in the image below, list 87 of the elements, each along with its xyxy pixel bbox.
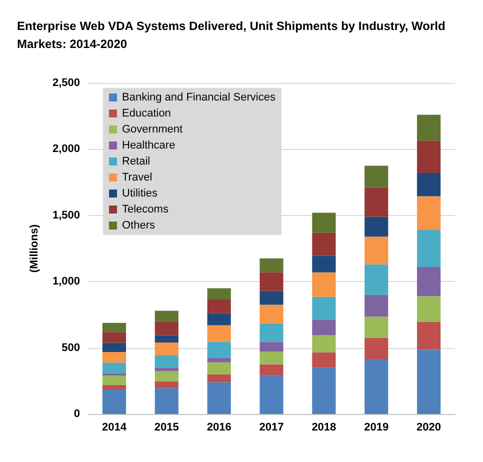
y-tick-label: 2,500 xyxy=(52,77,80,89)
legend-label: Banking and Financial Services xyxy=(122,92,276,104)
bar xyxy=(416,267,441,296)
y-tick-label: 0 xyxy=(74,408,80,420)
x-tick-label: 2018 xyxy=(312,422,336,434)
x-tick-label: 2015 xyxy=(154,422,179,434)
legend-label: Travel xyxy=(122,172,152,184)
legend-label: Healthcare xyxy=(122,140,176,152)
bar xyxy=(207,374,231,382)
bar xyxy=(102,332,126,343)
bar xyxy=(154,335,178,343)
bar xyxy=(416,322,441,350)
bar xyxy=(260,272,284,291)
bar xyxy=(207,313,231,326)
legend-label: Retail xyxy=(122,156,150,168)
bar xyxy=(364,294,388,317)
bar xyxy=(260,342,284,352)
bar xyxy=(260,304,284,324)
bar xyxy=(102,373,126,376)
bar xyxy=(312,368,336,414)
bar xyxy=(102,352,126,363)
bar xyxy=(260,352,284,364)
bar xyxy=(207,358,231,362)
bar xyxy=(154,342,178,356)
chart-title: Enterprise Web VDA Systems Delivered, Unit Shipments by Industry, World Markets: 2014-2020 xyxy=(17,19,449,51)
y-axis-title: (Millions) xyxy=(28,224,40,273)
legend-label: Utilities xyxy=(122,188,158,200)
legend-label: Education xyxy=(122,108,171,120)
bar xyxy=(102,362,126,374)
bar xyxy=(102,342,126,352)
bar xyxy=(364,338,388,360)
bar xyxy=(154,310,178,322)
bar xyxy=(207,299,231,314)
bar xyxy=(416,114,441,141)
bar xyxy=(207,325,231,342)
bar xyxy=(312,272,336,297)
bar xyxy=(154,321,178,336)
legend-label: Telecoms xyxy=(122,204,169,216)
bar xyxy=(207,362,231,374)
bar xyxy=(102,322,126,332)
bar xyxy=(207,288,231,300)
x-tick-label: 2014 xyxy=(102,422,128,434)
bar xyxy=(260,364,284,376)
bar xyxy=(416,296,441,322)
bar xyxy=(312,320,336,336)
bar xyxy=(312,212,336,233)
bar xyxy=(207,382,231,414)
bar xyxy=(154,355,178,368)
bar xyxy=(312,335,336,352)
bar xyxy=(260,376,284,414)
bar xyxy=(364,188,388,217)
legend-label: Others xyxy=(122,220,156,232)
bar xyxy=(364,316,388,338)
y-tick-label: 1,000 xyxy=(52,276,80,288)
x-tick-label: 2019 xyxy=(364,422,389,434)
bar xyxy=(154,368,178,371)
x-tick-label: 2016 xyxy=(206,422,232,434)
y-tick-label: 2,000 xyxy=(52,143,80,156)
y-tick-label: 1,500 xyxy=(52,209,80,222)
bar xyxy=(102,384,126,390)
bar xyxy=(416,196,441,230)
bar xyxy=(102,390,126,414)
bar xyxy=(364,166,388,188)
legend-label: Government xyxy=(122,124,183,136)
bar xyxy=(416,230,441,268)
bar xyxy=(364,264,388,295)
bar xyxy=(312,232,336,256)
x-tick-label: 2017 xyxy=(259,422,284,434)
bar xyxy=(154,370,178,382)
bar xyxy=(364,359,388,414)
bar xyxy=(312,296,336,320)
bar xyxy=(364,216,388,237)
bar xyxy=(416,173,441,196)
bar xyxy=(416,140,441,174)
bar xyxy=(416,350,441,414)
bar xyxy=(154,382,178,388)
bar xyxy=(154,388,178,414)
bar xyxy=(260,258,284,272)
bar xyxy=(260,290,284,305)
bar xyxy=(312,352,336,368)
bar xyxy=(102,376,126,385)
bar xyxy=(364,236,388,264)
bar xyxy=(312,256,336,272)
x-tick-label: 2020 xyxy=(416,422,442,434)
bar xyxy=(260,323,284,342)
bar xyxy=(207,342,231,358)
y-tick-label: 500 xyxy=(62,342,80,354)
